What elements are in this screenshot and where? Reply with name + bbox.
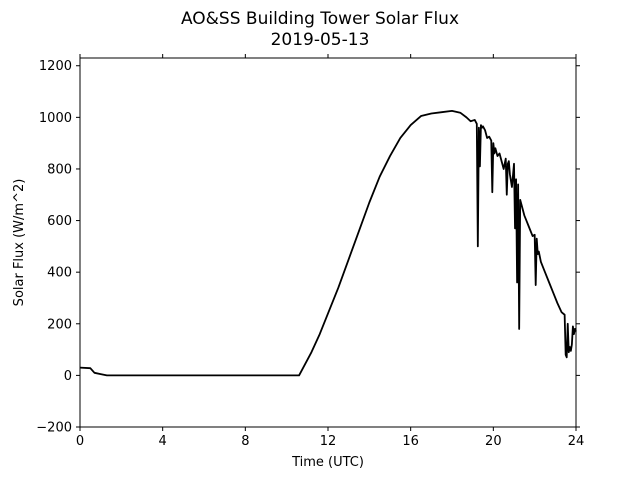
series-layer: [79, 110, 577, 377]
y-tick-label: 400: [47, 266, 72, 281]
chart-title: AO&SS Building Tower Solar Flux: [181, 9, 459, 29]
x-tick-label: 20: [485, 434, 502, 449]
axis-ticks: 0 4 8 12 16 20 24 −200 0 200 400 600 800 1000 1200: [36, 54, 584, 449]
solar-flux-series-line: [79, 110, 577, 377]
y-tick-label: 800: [47, 162, 72, 177]
x-tick-label: 4: [159, 434, 167, 449]
y-tick-label: 600: [47, 214, 72, 229]
y-axis-label: Solar Flux (W/m^2): [12, 179, 27, 307]
y-tick-label: 1000: [39, 111, 72, 126]
x-tick-label: 8: [241, 434, 249, 449]
y-tick-label: 1200: [39, 59, 72, 74]
y-tick-label: −200: [36, 421, 72, 436]
x-tick-label: 0: [76, 434, 84, 449]
chart-subtitle: 2019-05-13: [271, 30, 370, 50]
x-axis-label: Time (UTC): [291, 455, 364, 470]
x-tick-label: 12: [320, 434, 337, 449]
x-tick-label: 24: [568, 434, 585, 449]
y-tick-label: 0: [64, 369, 72, 384]
plot-frame: [79, 57, 577, 428]
x-tick-label: 16: [402, 434, 419, 449]
y-tick-label: 200: [47, 317, 72, 332]
